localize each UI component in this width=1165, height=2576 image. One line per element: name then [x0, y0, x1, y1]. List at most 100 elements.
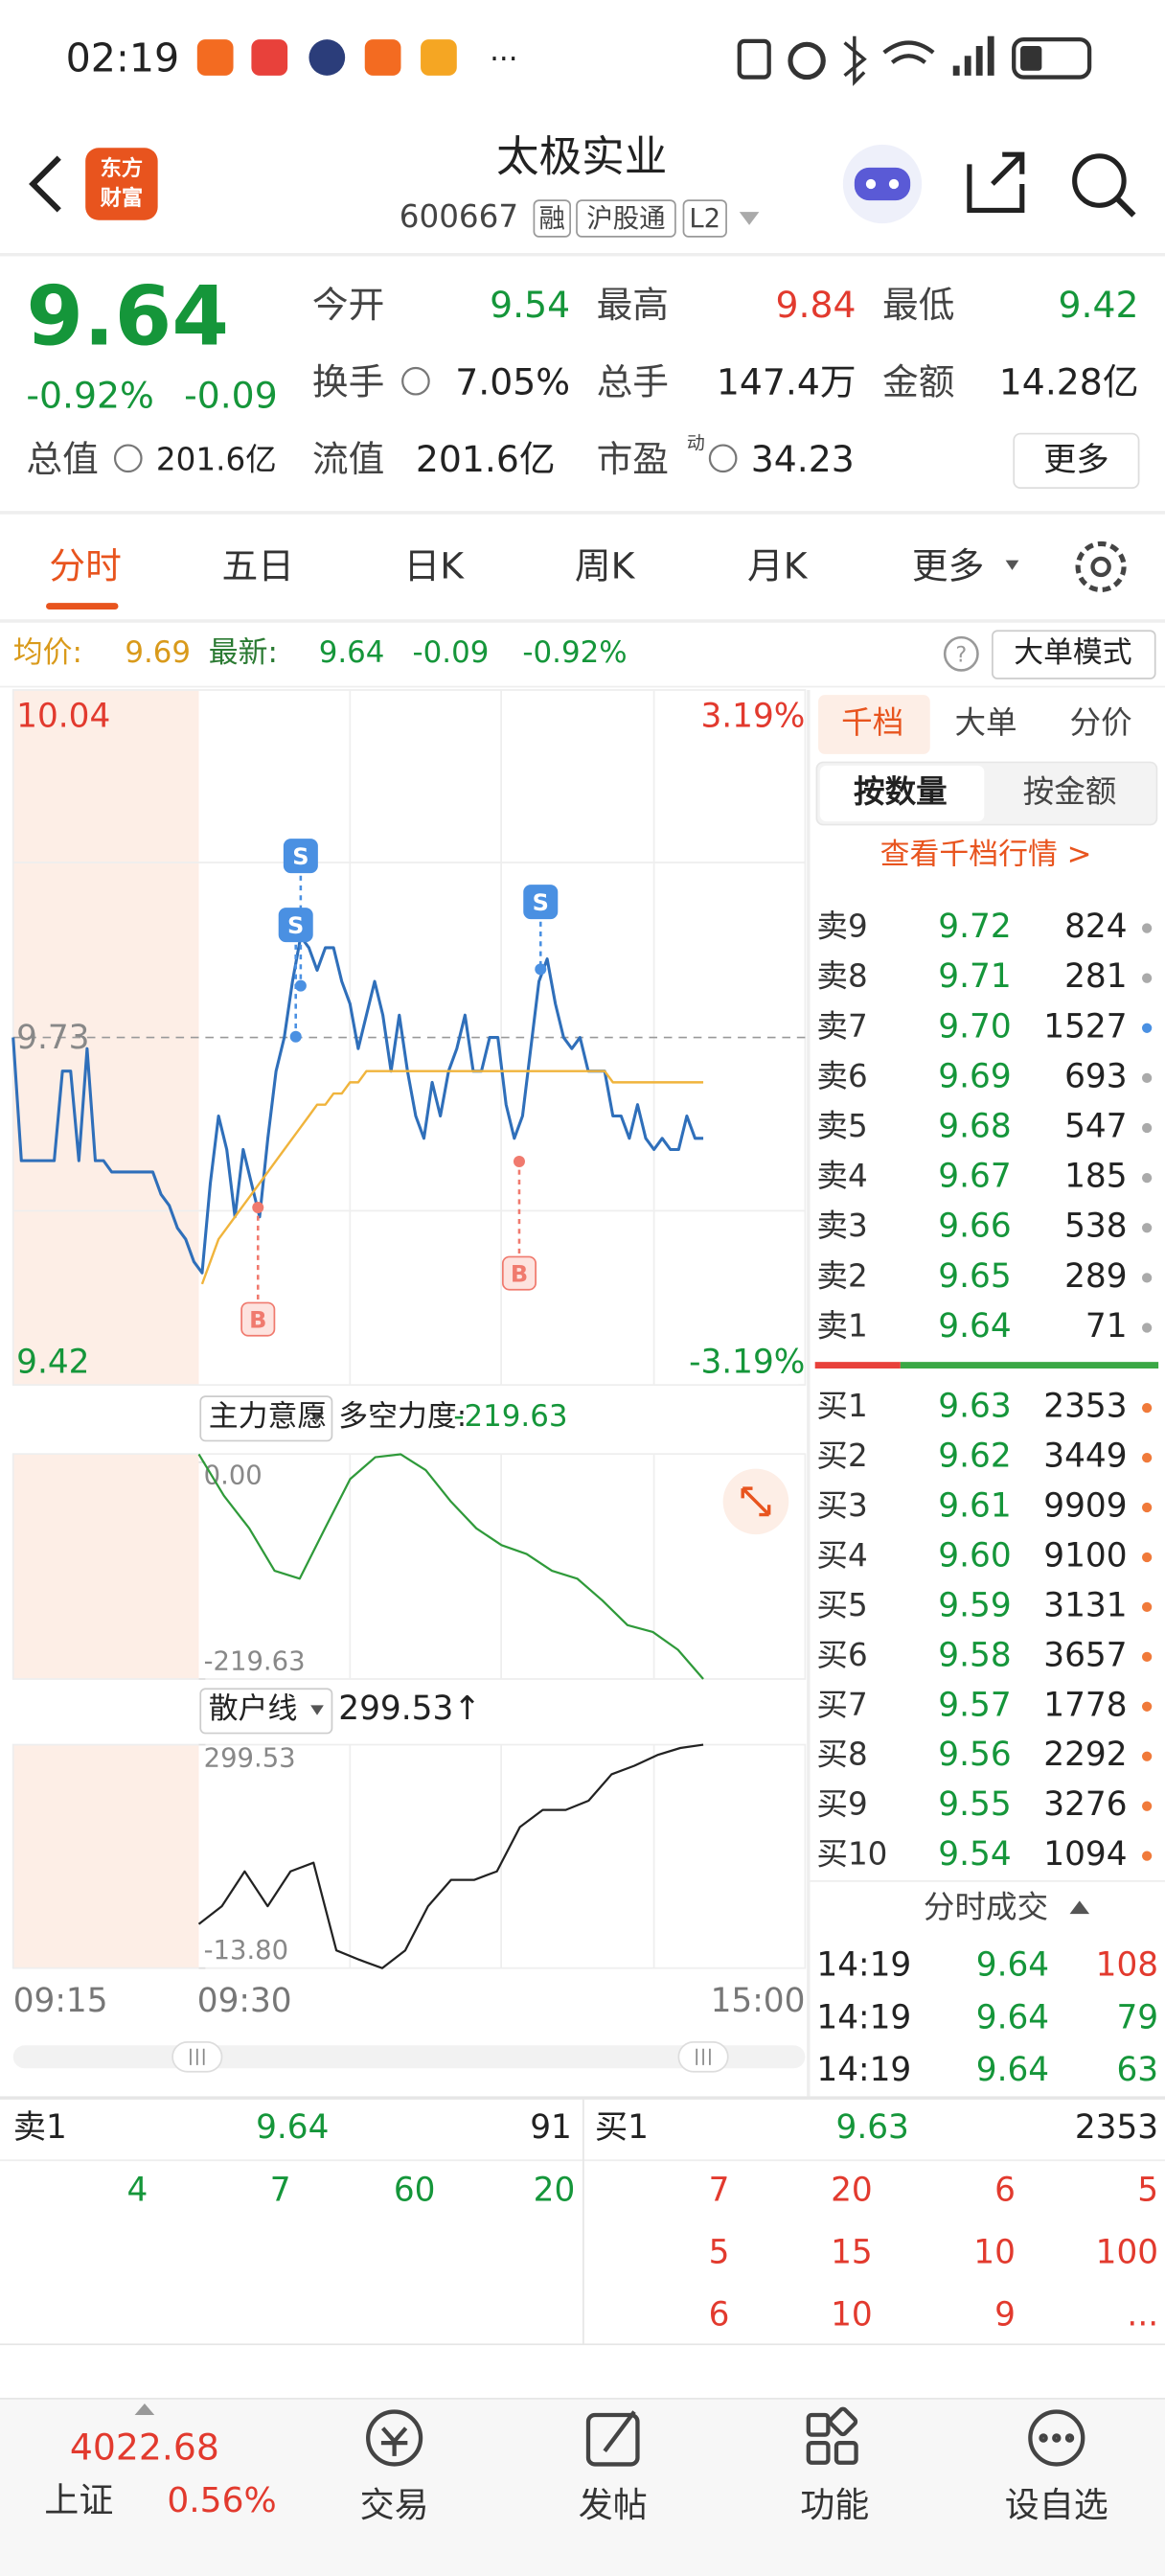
level-volume: 289	[1064, 1257, 1127, 1296]
marker-label: B	[249, 1306, 266, 1333]
book-mode[interactable]: 按金额	[1023, 773, 1117, 810]
status-more: ···	[490, 42, 517, 77]
indicator-label: 多空力度:	[338, 1399, 467, 1434]
level-label: 买10	[816, 1836, 887, 1873]
level-volume: 538	[1064, 1208, 1127, 1246]
tab[interactable]: 周K	[575, 545, 636, 587]
level-price: 9.59	[938, 1586, 1011, 1624]
marker-label: S	[533, 889, 549, 916]
level-volume: 824	[1064, 908, 1127, 946]
level-label: 卖7	[816, 1008, 867, 1045]
level-dot	[1141, 1403, 1153, 1414]
dropdown-arrow	[739, 212, 760, 225]
summary-avg-label: 均价:	[13, 635, 82, 670]
indicator-select[interactable]	[199, 1688, 333, 1735]
level-dot	[1141, 923, 1153, 933]
queue-order: 60	[394, 2171, 436, 2209]
trade-marker	[240, 1301, 276, 1337]
tab[interactable]: 日K	[404, 545, 466, 587]
queue-order: 4	[127, 2171, 148, 2209]
nav-item[interactable]: 发帖	[579, 2486, 648, 2525]
level-dot	[1141, 1122, 1153, 1134]
queue-order: 9	[994, 2296, 1016, 2334]
book-tab[interactable]: 大单	[954, 704, 1017, 741]
help-icon[interactable]	[943, 635, 979, 672]
trades-title[interactable]: 分时成交	[924, 1889, 1048, 1925]
level-volume: 547	[1064, 1108, 1127, 1146]
queue-order: ...	[1127, 2296, 1158, 2334]
marker-dot	[289, 1030, 302, 1043]
y2-tick-label: 3.19%	[700, 698, 805, 736]
index-name[interactable]: 上证	[44, 2481, 113, 2520]
stat-label: 最高	[597, 284, 669, 326]
level-price: 9.72	[938, 908, 1011, 946]
index-change[interactable]: 0.56%	[167, 2481, 276, 2520]
mode-label[interactable]: 大单模式	[1014, 635, 1131, 670]
tab[interactable]: 更多	[912, 545, 984, 587]
more-button-label[interactable]: 更多	[1043, 441, 1109, 479]
level1-volume: 2353	[1075, 2108, 1158, 2147]
settings-button[interactable]	[1075, 540, 1127, 592]
index-value[interactable]: 4022.68	[70, 2426, 219, 2469]
back-button[interactable]	[29, 155, 61, 213]
share-button[interactable]	[967, 151, 1025, 213]
stat-value: 7.05%	[455, 361, 570, 403]
search-button[interactable]	[1072, 153, 1136, 218]
level-price: 9.66	[938, 1208, 1011, 1246]
stock-name: 太极实业	[496, 131, 667, 181]
book-tab[interactable]: 千档	[841, 704, 903, 741]
level-dot	[1141, 1651, 1153, 1662]
tab[interactable]: 月K	[747, 545, 809, 587]
summary-change: -0.09	[412, 635, 489, 670]
logo-text: 财富	[101, 185, 144, 211]
more-button[interactable]	[1013, 432, 1140, 489]
mode-button[interactable]	[992, 630, 1156, 679]
level-price: 9.65	[938, 1257, 1011, 1296]
level-dot	[1141, 1751, 1153, 1761]
level-label: 卖4	[816, 1158, 867, 1194]
level-price: 9.63	[938, 1388, 1011, 1426]
indicator-title[interactable]: 主力意愿	[209, 1399, 327, 1434]
nav-item[interactable]: 功能	[800, 2486, 869, 2525]
trade-time: 14:19	[816, 2051, 911, 2089]
level-volume: 71	[1085, 1307, 1128, 1346]
level-price: 9.68	[938, 1108, 1011, 1146]
y-tick-label: 10.04	[16, 698, 110, 736]
level1-volume: 91	[530, 2108, 572, 2147]
level-price: 9.70	[938, 1007, 1011, 1046]
trade-volume: 79	[1117, 1998, 1159, 2036]
stat-value: 201.6亿	[156, 442, 277, 478]
level-price: 9.71	[938, 957, 1011, 996]
marker-dot	[513, 1156, 525, 1167]
book-tab[interactable]: 分价	[1070, 704, 1132, 741]
stat-value: 9.54	[490, 284, 570, 326]
trade-marker	[283, 839, 318, 874]
logo-text: 东方	[101, 155, 144, 181]
level-dot	[1141, 1552, 1153, 1563]
queue-order: 10	[973, 2234, 1016, 2272]
level-label: 买4	[816, 1537, 867, 1574]
tab[interactable]: 分时	[49, 545, 121, 587]
stat-label: 总值	[26, 438, 98, 480]
nav-item[interactable]: 交易	[360, 2486, 429, 2525]
queue-order: 10	[831, 2296, 873, 2334]
marker-dot	[294, 979, 307, 992]
stat-label: 最低	[882, 284, 954, 326]
book-mode[interactable]: 按数量	[854, 773, 948, 810]
expand-button[interactable]	[722, 1468, 789, 1535]
level-label: 买9	[816, 1786, 867, 1823]
tab[interactable]: 五日	[222, 545, 294, 587]
x-tick-label: 15:00	[711, 1982, 806, 2020]
time-scroll[interactable]	[12, 2041, 806, 2073]
level-label: 卖8	[816, 958, 867, 995]
book-link[interactable]: 查看千档行情 >	[880, 838, 1092, 872]
indicator-select[interactable]	[199, 1395, 333, 1442]
nav-item[interactable]: 设自选	[1005, 2486, 1108, 2525]
indicator-title[interactable]: 散户线	[209, 1691, 298, 1726]
stat-label: 金额	[882, 361, 954, 403]
level-price: 9.62	[938, 1438, 1011, 1476]
level1-label: 卖1	[13, 2108, 67, 2147]
level-label: 买1	[816, 1388, 867, 1424]
level-label: 卖1	[816, 1307, 867, 1344]
